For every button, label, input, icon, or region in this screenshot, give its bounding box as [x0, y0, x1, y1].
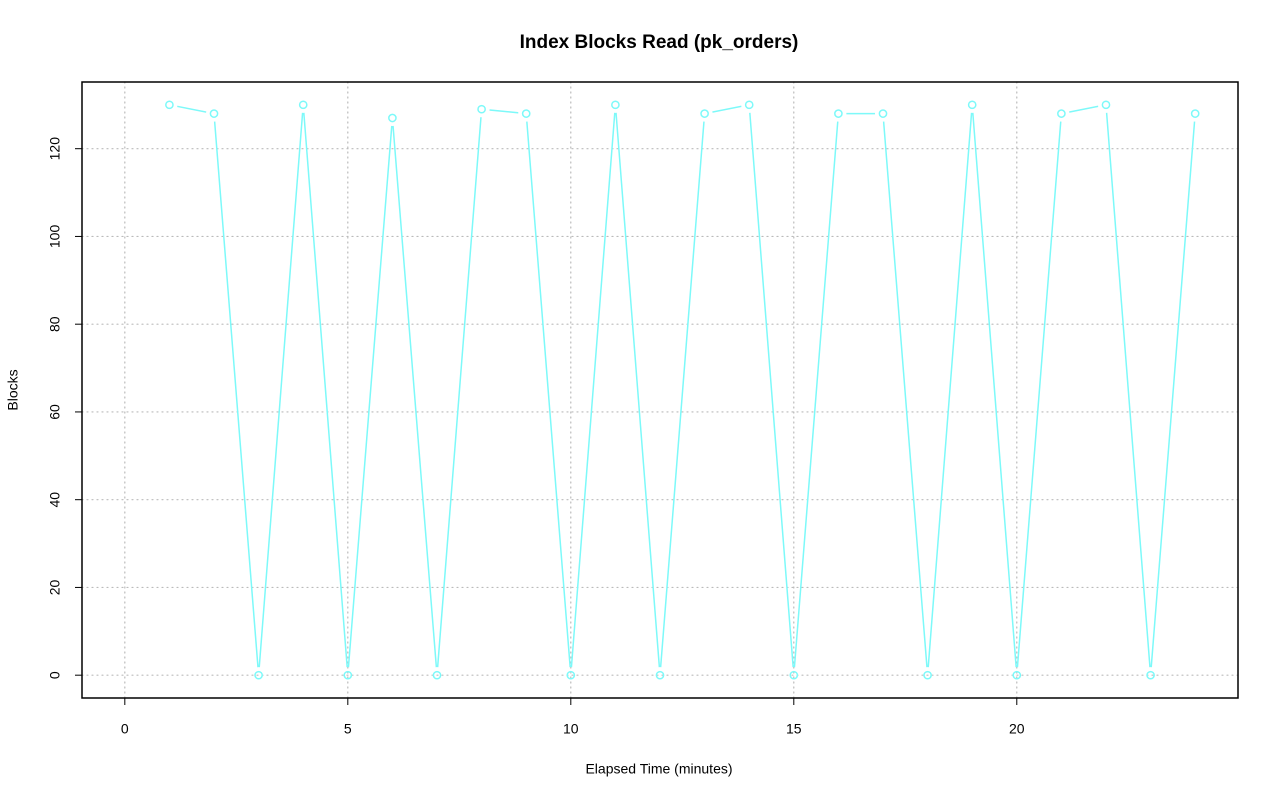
- data-point: [1101, 100, 1111, 110]
- y-tick-label: 60: [47, 404, 63, 420]
- data-point: [477, 104, 486, 114]
- data-point: [789, 670, 799, 680]
- y-tick-label: 100: [47, 225, 63, 249]
- data-point: [834, 109, 843, 118]
- data-point: [388, 113, 397, 123]
- y-tick-label: 0: [47, 671, 63, 679]
- data-point: [1190, 109, 1200, 118]
- series-line: [169, 103, 1196, 676]
- data-point: [298, 100, 308, 110]
- data-point: [1012, 670, 1022, 680]
- x-tick-label: 10: [563, 721, 579, 737]
- data-point: [209, 109, 219, 118]
- data-point: [1057, 109, 1066, 118]
- y-tick-label: 120: [47, 137, 63, 161]
- data-point: [165, 100, 174, 110]
- x-tick-label: 0: [121, 721, 129, 737]
- data-point: [923, 670, 932, 680]
- data-point: [343, 670, 353, 680]
- x-tick-label: 20: [1009, 721, 1025, 737]
- data-point: [521, 109, 531, 118]
- x-tick-label: 5: [344, 721, 352, 737]
- y-axis-label: Blocks: [5, 369, 21, 410]
- data-point: [744, 100, 754, 110]
- data-point: [1146, 670, 1155, 680]
- data-point: [254, 670, 263, 680]
- y-tick-label: 80: [47, 316, 63, 332]
- data-point: [655, 670, 665, 680]
- plot-frame: [81, 81, 1239, 699]
- data-point: [566, 670, 576, 680]
- y-tick-label: 20: [47, 579, 63, 595]
- data-point: [967, 100, 977, 110]
- chart-title: Index Blocks Read (pk_orders): [520, 32, 799, 53]
- data-point: [700, 109, 709, 118]
- data-point: [878, 109, 888, 118]
- data-point: [611, 100, 620, 110]
- data-point: [432, 670, 442, 680]
- y-tick-label: 40: [47, 492, 63, 508]
- x-tick-label: 15: [786, 721, 802, 737]
- x-axis-label: Elapsed Time (minutes): [585, 761, 732, 777]
